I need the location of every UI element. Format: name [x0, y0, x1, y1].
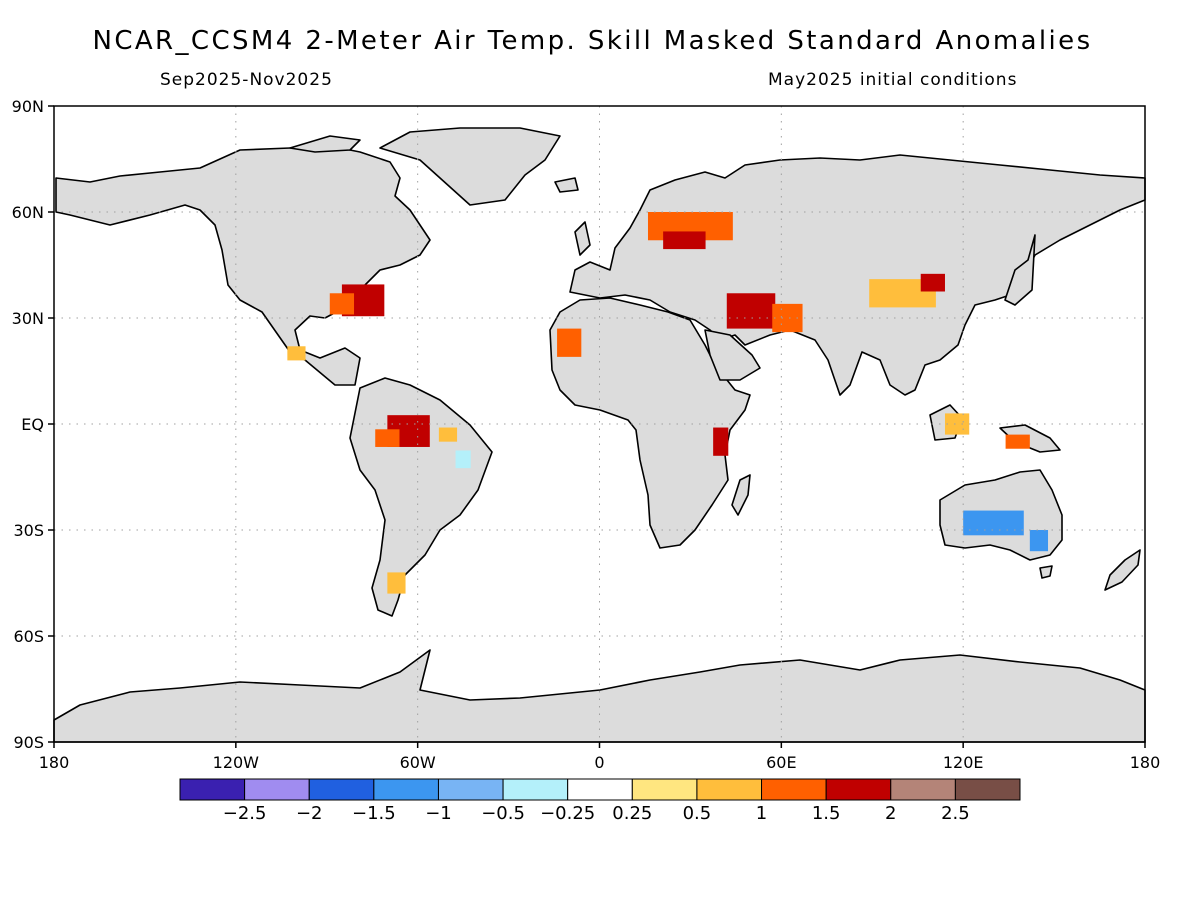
colorbar-swatch — [373, 778, 439, 801]
colorbar-label: −2.5 — [223, 803, 267, 824]
colorbar-label: −0.5 — [481, 803, 525, 824]
anomaly-patch — [1029, 530, 1049, 552]
colorbar-swatch — [825, 778, 892, 801]
uk — [574, 221, 591, 256]
lat-tick-label: EQ — [21, 415, 44, 434]
antarctica — [53, 649, 1146, 743]
colorbar-swatch — [761, 778, 827, 801]
colorbar-swatch — [179, 778, 246, 801]
lon-tick-label: 60W — [400, 753, 436, 772]
colorbar-swatch — [502, 778, 569, 801]
lat-tick-label: 30S — [13, 521, 44, 540]
anomaly-patch — [963, 510, 1024, 536]
colorbar-label: 0.25 — [612, 803, 652, 824]
colorbar-swatch — [437, 778, 504, 801]
japan — [1004, 234, 1036, 306]
lon-tick-label: 120W — [213, 753, 260, 772]
lat-tick-label: 90S — [13, 733, 44, 752]
anomaly-patch — [287, 346, 306, 361]
new-zealand — [1104, 549, 1141, 591]
forecast-period: Sep2025-Nov2025 — [160, 70, 333, 90]
anomaly-patch — [663, 231, 706, 250]
anomaly-patch — [329, 293, 355, 315]
colorbar-label: 0.5 — [683, 803, 712, 824]
africa — [549, 297, 751, 549]
lon-tick-label: 60E — [766, 753, 796, 772]
colorbar-label: 2 — [885, 803, 896, 824]
lat-tick-label: 90N — [12, 97, 44, 116]
madagascar — [731, 474, 751, 516]
colorbar-label: 2.5 — [941, 803, 970, 824]
colorbar: −2.5 −2 −1.5 −1 −0.5 −0.25 0.25 0.5 1 1.5 2 2.5 — [179, 778, 1021, 824]
anomaly-patch — [375, 429, 400, 447]
anomaly-patch — [713, 427, 729, 456]
arabia — [704, 329, 761, 381]
lat-tick-label: 30N — [12, 309, 44, 328]
lon-tick-label: 180 — [39, 753, 70, 772]
lon-tick-label: 180 — [1130, 753, 1161, 772]
anomaly-patch — [387, 572, 406, 594]
colorbar-label: −1 — [425, 803, 452, 824]
colorbar-label: −2 — [296, 803, 323, 824]
anomaly-patch — [944, 413, 970, 435]
anomaly-layer — [287, 212, 1049, 594]
colorbar-swatch — [631, 778, 698, 801]
anomaly-patch — [438, 427, 458, 442]
colorbar-swatch — [308, 778, 375, 801]
colorbar-label: 1.5 — [812, 803, 841, 824]
anomaly-patch — [1005, 434, 1030, 449]
anomaly-patch — [455, 450, 471, 469]
graticule — [54, 106, 1145, 742]
anomaly-patch — [726, 293, 776, 329]
iceland — [554, 177, 579, 193]
anomaly-patch — [772, 303, 803, 333]
anomaly-patch — [557, 328, 582, 357]
lat-tick-label: 60N — [12, 203, 44, 222]
lat-tick-label: 60S — [13, 627, 44, 646]
colorbar-swatch — [954, 778, 1021, 801]
lon-tick-label: 120E — [943, 753, 984, 772]
anomaly-patch — [920, 273, 945, 292]
colorbar-label: −0.25 — [540, 803, 595, 824]
initial-conditions: May2025 initial conditions — [768, 70, 1018, 90]
lon-tick-label: 0 — [594, 753, 604, 772]
colorbar-swatch — [696, 778, 763, 801]
colorbar-swatch — [567, 778, 633, 801]
arctic-islands — [289, 135, 361, 153]
colorbar-swatch — [890, 778, 956, 801]
colorbar-swatch — [244, 778, 310, 801]
map-title: NCAR_CCSM4 2-Meter Air Temp. Skill Maske… — [92, 26, 1093, 56]
colorbar-label: 1 — [756, 803, 767, 824]
colorbar-label: −1.5 — [352, 803, 396, 824]
axis-ticks: 180 120W 60W 0 60E 120E 180 90N 60N 30N EQ 30S 60S 90… — [12, 97, 1161, 772]
greenland — [379, 127, 561, 206]
tasmania — [1039, 565, 1053, 579]
